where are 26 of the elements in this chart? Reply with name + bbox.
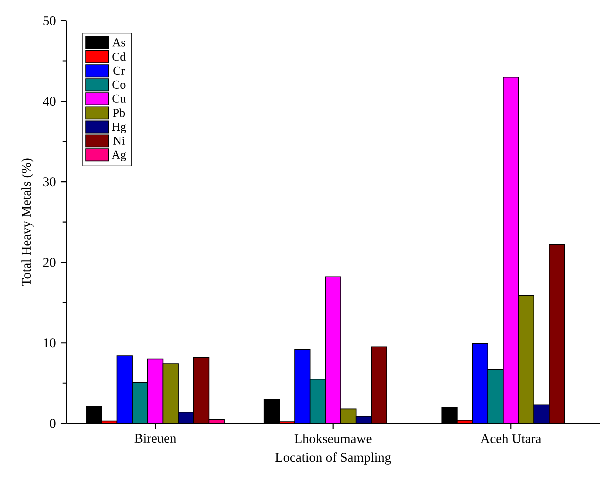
y-tick-label: 40 [43,97,56,106]
legend-label: Cu [112,94,126,103]
legend-label: As [112,38,126,47]
x-axis-title: Location of Sampling [276,452,392,465]
bar [116,356,133,424]
y-tick-label: 30 [44,178,56,187]
x-tick-label: Lhokseumawe [294,434,372,444]
bar [310,378,326,424]
x-tick-label: Bireuen [134,434,176,444]
legend-label: Pb [113,108,126,118]
bar [472,344,489,424]
legend-label: Ag [112,150,126,162]
x-tick-label: Aceh Utara [480,434,542,444]
legend-label: Cd [112,52,126,62]
y-tick-label: 50 [44,16,56,26]
legend-label: Ni [114,136,125,145]
bar [132,382,148,424]
y-tick-label: 10 [44,338,56,348]
legend-label: Hg [112,123,126,134]
bar [294,349,311,424]
y-tick-label: 20 [44,258,56,268]
legend-label: Co [112,80,126,89]
bar [488,369,504,424]
y-tick-label: 0 [50,419,56,428]
y-axis-title: Total Heavy Metals (%) [22,158,34,286]
legend-label: Cr [114,66,126,75]
